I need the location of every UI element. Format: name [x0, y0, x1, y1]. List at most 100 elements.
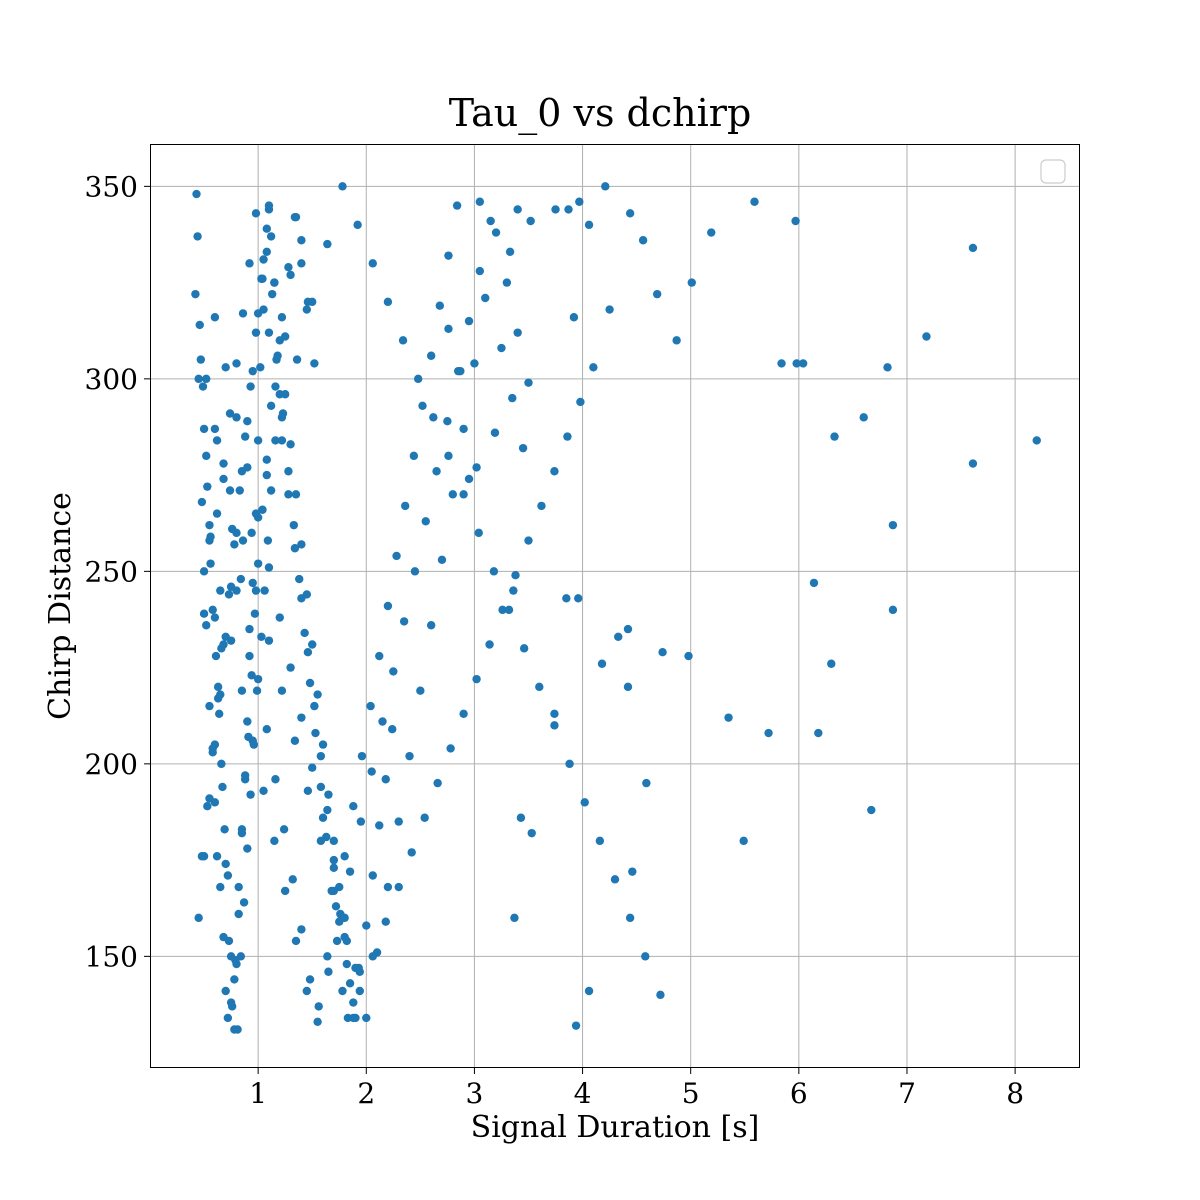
data-point: [814, 728, 823, 738]
data-point: [302, 986, 312, 996]
data-point: [375, 651, 384, 661]
data-point: [509, 586, 518, 595]
data-point: [342, 959, 352, 969]
data-point: [368, 952, 377, 961]
x-tick-label: 3: [466, 1077, 484, 1110]
data-point: [707, 228, 716, 237]
data-point: [324, 790, 333, 799]
data-point: [248, 366, 257, 376]
data-point: [489, 567, 499, 576]
data-point: [323, 239, 332, 249]
data-point: [206, 559, 215, 568]
data-point: [297, 713, 306, 722]
data-point: [243, 717, 252, 726]
data-point: [297, 236, 306, 245]
data-point: [271, 775, 280, 784]
data-point: [349, 998, 358, 1007]
y-tick-label: 350: [85, 170, 138, 203]
data-point: [638, 236, 648, 245]
data-point: [362, 921, 371, 930]
data-point: [284, 490, 293, 499]
data-point: [641, 952, 650, 961]
data-point: [551, 205, 560, 214]
data-point: [210, 613, 220, 622]
data-point: [277, 413, 287, 422]
data-point: [234, 909, 243, 919]
data-point: [318, 740, 328, 749]
data-point: [516, 813, 526, 822]
data-point: [256, 363, 265, 372]
data-point: [750, 197, 759, 206]
data-point: [300, 628, 309, 638]
data-point: [270, 278, 279, 287]
data-point: [381, 917, 390, 926]
data-point: [195, 320, 204, 330]
data-point: [210, 313, 220, 322]
data-point: [383, 601, 393, 611]
data-point: [672, 336, 681, 345]
data-point: [247, 671, 256, 680]
data-point: [284, 263, 293, 272]
data-point: [197, 852, 207, 861]
data-point: [313, 1017, 322, 1026]
data-point: [368, 871, 377, 880]
data-point: [472, 463, 481, 472]
data-point: [324, 967, 333, 976]
data-point: [297, 259, 306, 268]
data-point: [584, 220, 594, 230]
data-point: [284, 467, 293, 476]
data-point: [208, 748, 217, 757]
data-point: [340, 852, 349, 861]
data-point: [409, 451, 419, 461]
data-point: [233, 1025, 242, 1034]
data-point: [687, 278, 696, 287]
y-axis-label: Chirp Distance: [43, 492, 78, 720]
data-point: [433, 778, 442, 788]
data-point: [446, 744, 455, 753]
data-point: [437, 555, 447, 564]
data-point: [867, 805, 876, 815]
data-point: [764, 728, 773, 738]
data-point: [418, 401, 427, 410]
data-point: [225, 486, 235, 495]
data-point: [830, 432, 839, 441]
data-point: [375, 821, 384, 830]
data-point: [217, 759, 226, 769]
data-point: [381, 775, 390, 784]
data-point: [297, 540, 306, 549]
data-point: [275, 613, 284, 622]
data-point: [227, 1002, 237, 1011]
x-tick-label: 2: [357, 1077, 375, 1110]
data-point: [231, 956, 240, 965]
data-point: [444, 451, 453, 461]
data-point: [464, 316, 474, 326]
data-point: [329, 836, 339, 846]
data-point: [238, 309, 248, 318]
data-point: [368, 259, 377, 268]
data-point: [342, 936, 352, 946]
data-point: [237, 828, 247, 838]
data-point: [562, 594, 571, 603]
data-point: [305, 678, 315, 688]
data-point: [199, 567, 209, 576]
data-point: [883, 363, 892, 372]
data-point: [574, 594, 583, 603]
data-point: [392, 551, 401, 561]
data-point: [481, 293, 490, 303]
data-point: [205, 794, 214, 803]
data-point: [576, 397, 585, 407]
data-point: [513, 328, 522, 337]
data-point: [267, 289, 277, 299]
data-point: [246, 790, 255, 799]
data-point: [508, 393, 517, 403]
data-point: [642, 778, 651, 788]
data-point: [295, 574, 304, 584]
data-point: [394, 882, 403, 892]
data-point: [362, 1013, 371, 1023]
data-point: [240, 775, 250, 784]
data-point: [357, 751, 367, 761]
data-point: [502, 278, 512, 287]
data-point: [329, 886, 339, 896]
data-point: [288, 875, 297, 884]
data-point: [459, 424, 468, 434]
